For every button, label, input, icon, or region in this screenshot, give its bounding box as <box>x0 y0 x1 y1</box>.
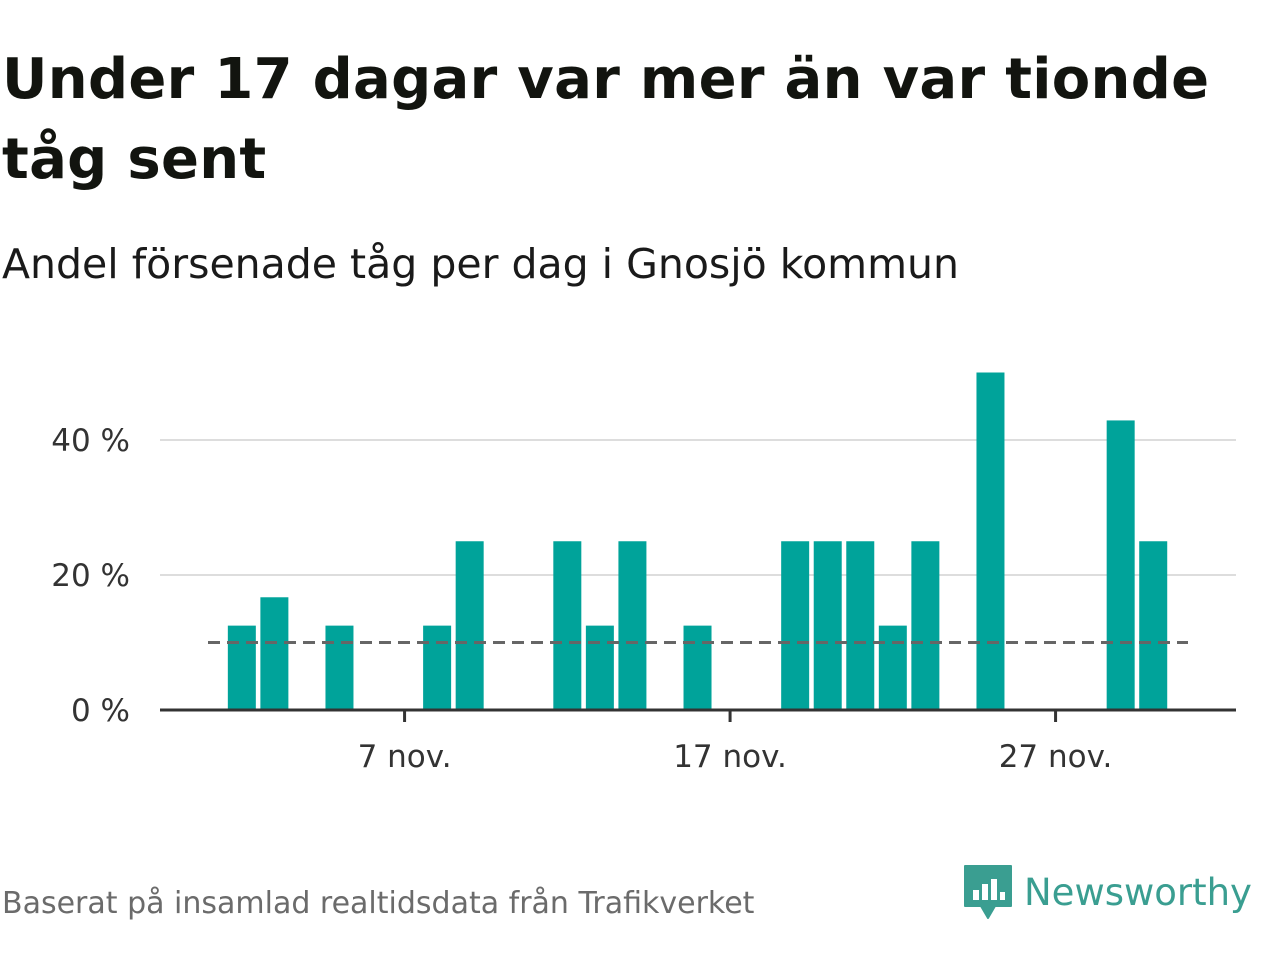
x-tick-label: 27 nov. <box>999 739 1113 775</box>
source-note: Baserat på insamlad realtidsdata från Tr… <box>2 886 755 921</box>
brand-name: Newsworthy <box>1024 870 1252 914</box>
bars <box>227 372 1168 711</box>
chart-title: Under 17 dagar var mer än var tionde tåg… <box>2 47 1210 192</box>
axes: 0 % 20 % 40 % 7 nov. 17 nov. 27 nov. <box>51 423 1236 775</box>
bar <box>911 541 940 710</box>
bar <box>846 541 875 710</box>
bar <box>325 625 354 711</box>
bar <box>585 625 614 711</box>
bar <box>781 541 810 710</box>
bar <box>878 625 907 711</box>
bar <box>553 541 582 710</box>
y-tick-label: 20 % <box>51 558 130 594</box>
y-tick-label: 0 % <box>71 693 130 729</box>
bar <box>813 541 842 710</box>
bar-chart: 0 % 20 % 40 % 7 nov. 17 nov. 27 nov. <box>51 372 1236 775</box>
bar <box>260 597 289 710</box>
x-tick-label: 7 nov. <box>358 739 452 775</box>
gridlines <box>160 439 1236 576</box>
newsworthy-logo-icon <box>964 865 1012 919</box>
x-tick-label: 17 nov. <box>673 739 787 775</box>
chart-subtitle: Andel försenade tåg per dag i Gnosjö kom… <box>2 240 960 288</box>
bar <box>618 541 647 710</box>
bar <box>976 372 1005 710</box>
bar <box>455 541 484 710</box>
bar <box>423 625 452 711</box>
bar <box>227 625 256 711</box>
brand-logo: Newsworthy <box>962 862 1252 922</box>
bar <box>1106 420 1135 710</box>
bar <box>683 625 712 711</box>
y-tick-label: 40 % <box>51 423 130 459</box>
bar <box>1139 541 1168 710</box>
